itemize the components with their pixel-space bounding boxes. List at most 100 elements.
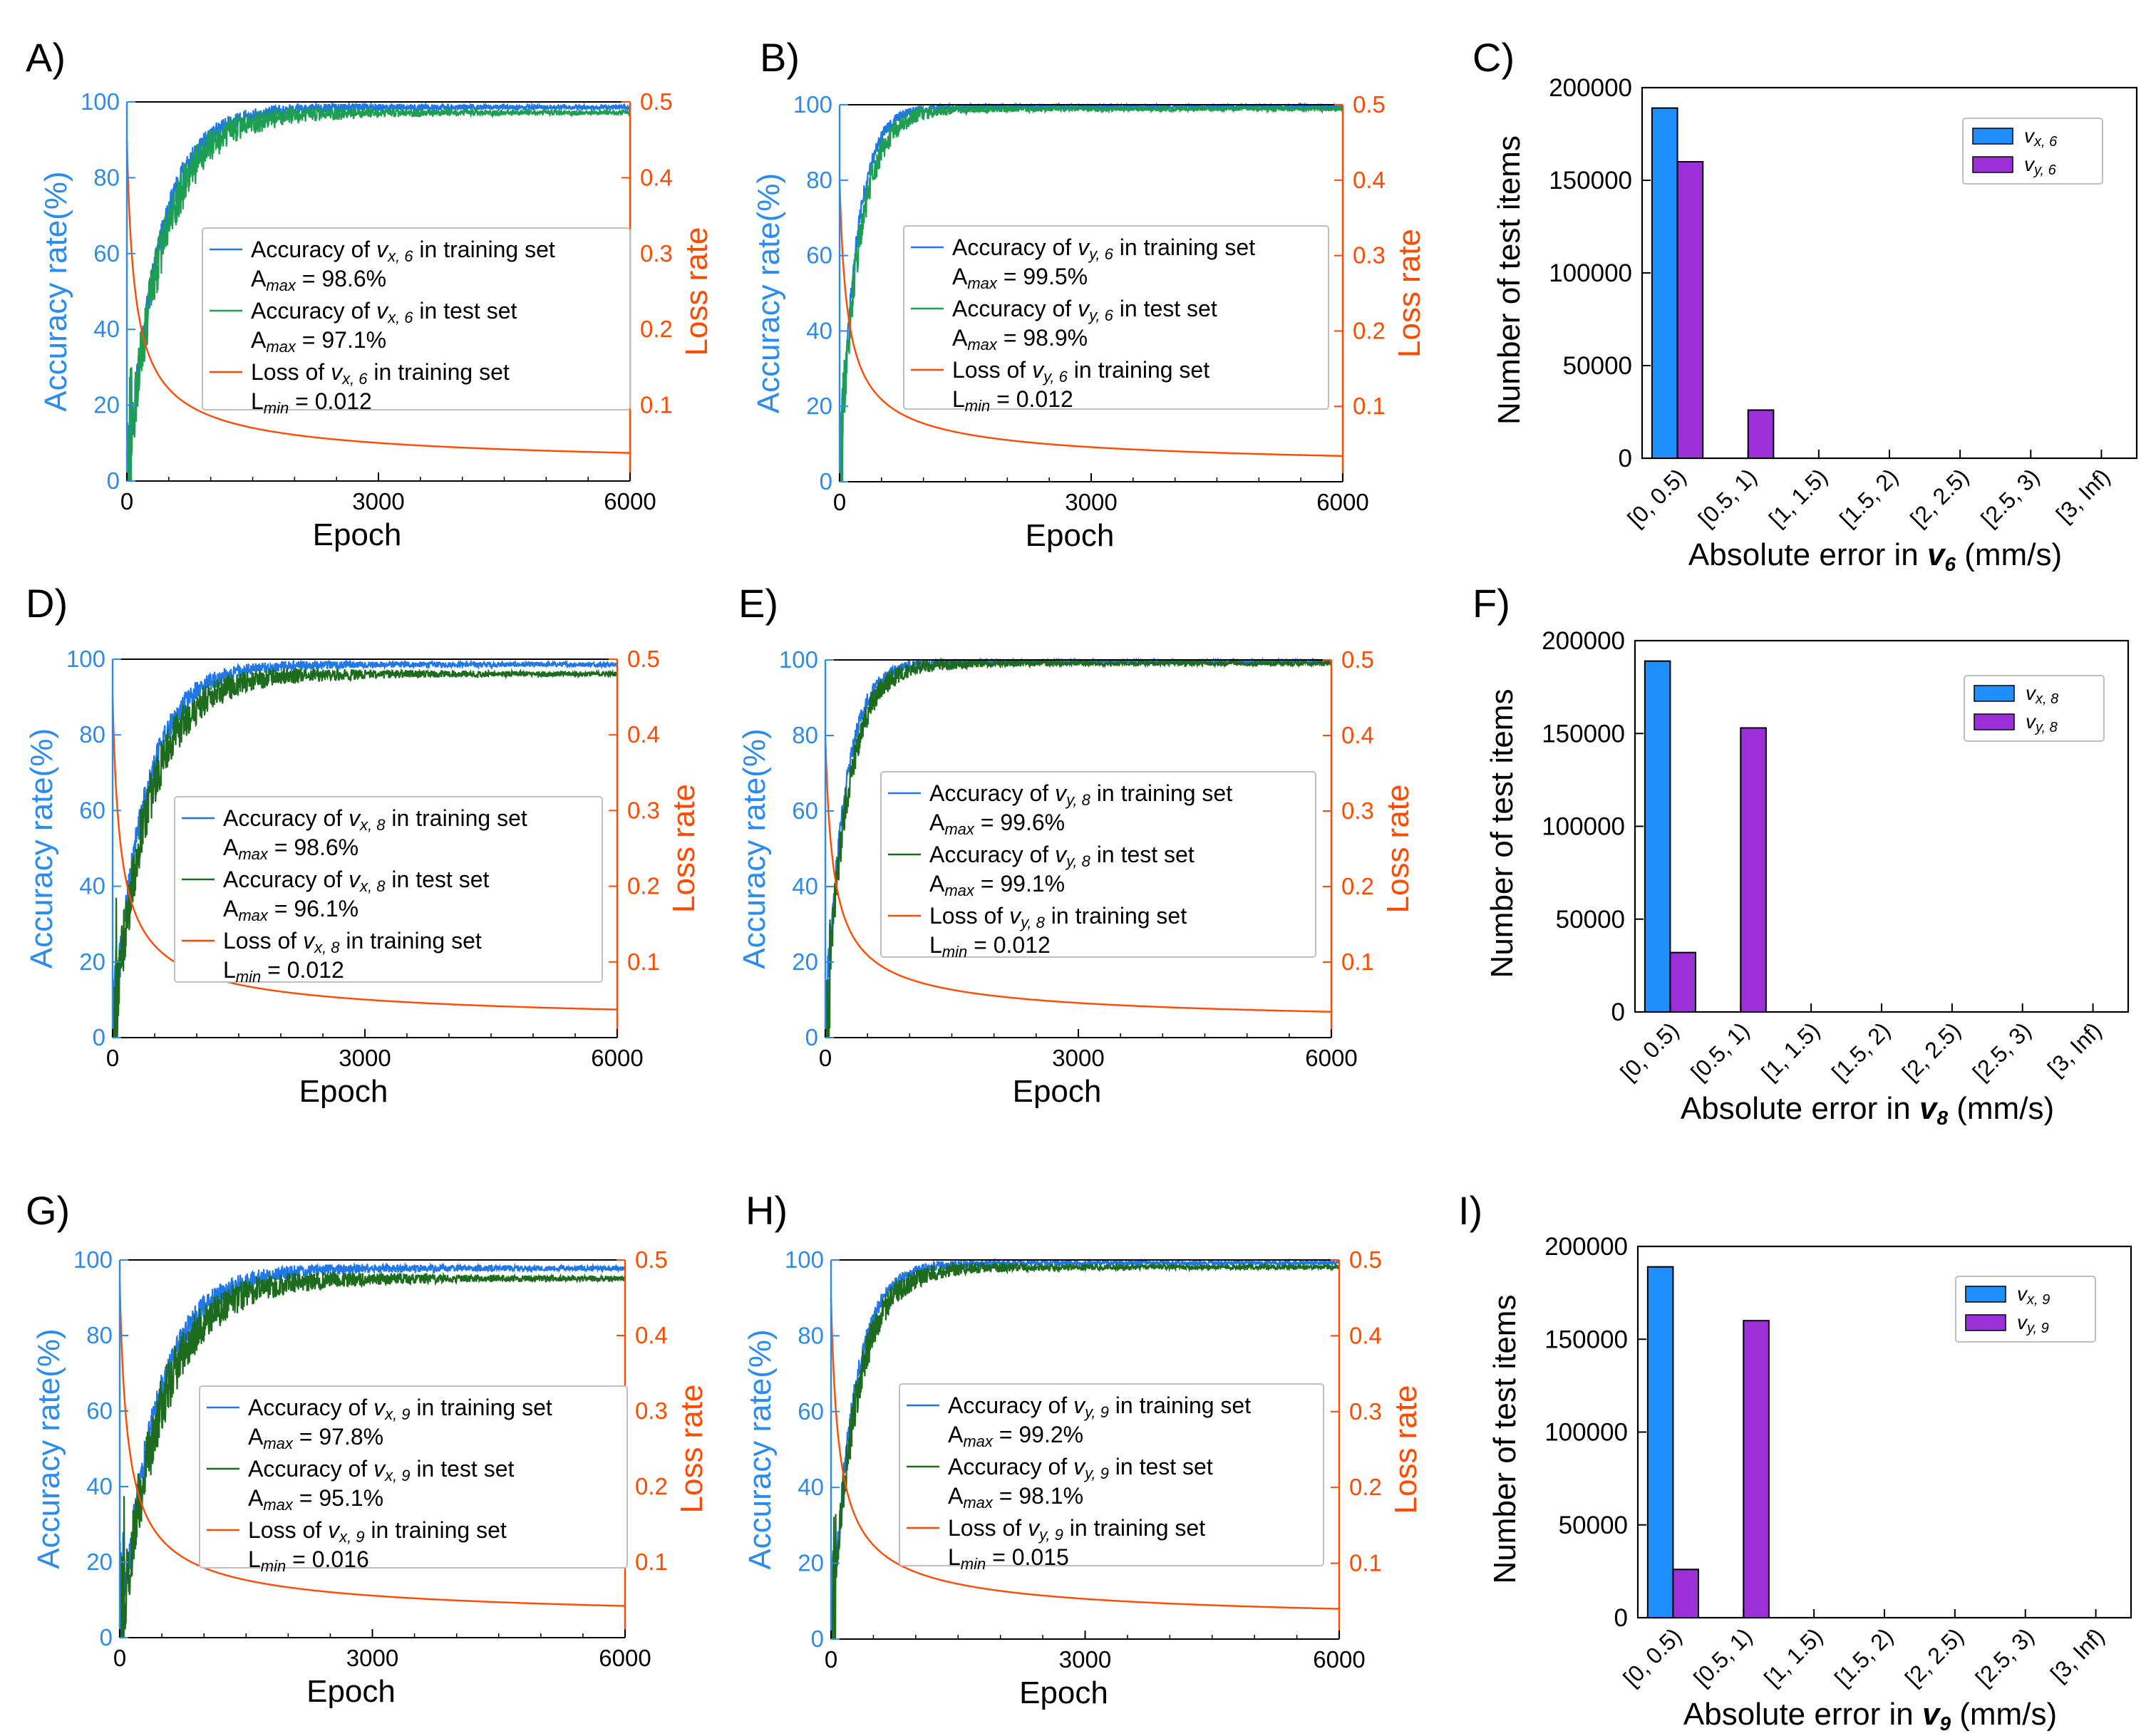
x-axis-title: Epoch [1026,518,1115,553]
text-span: in training set [413,237,555,262]
y-right-tick-label: 0.5 [627,646,660,672]
legend-stat-test: Amax = 95.1% [248,1485,383,1514]
text-span: A [251,327,267,353]
text-span: min [261,1557,286,1575]
legend-swatch-vx [1974,685,2015,702]
panel-G: G) 0 3000 6000 0 20 40 60 80 100 0.1 0.2 0.3 0.4 0.5 Ep… [26,1188,709,1709]
text-span: = 98.9% [997,325,1088,351]
text-span: Accuracy of [952,234,1078,260]
text-span: x, 8 [359,816,386,834]
legend-entry-train: Accuracy of vx, 9 in training set [248,1395,552,1423]
legend: vx, 6vy, 6 [1962,118,2103,185]
legend-entry-train: Accuracy of vy, 6 in training set [952,234,1255,263]
panel-label: F) [1472,581,1510,626]
text-span: Loss of [948,1515,1028,1541]
text-span: x, 9 [2026,1292,2050,1308]
x-tick-label: 3000 [339,1045,391,1071]
y-left-tick-label: 20 [79,949,105,975]
y-right-tick-label: 0.2 [635,1473,668,1499]
panel-label: C) [1472,35,1515,80]
train-loss-line [830,1298,1340,1610]
y-right-tick-label: 0.3 [1349,1398,1382,1425]
text-span: A [948,1483,964,1509]
text-span: min [942,943,967,961]
y-right-tick-label: 0.1 [1349,1550,1382,1576]
text-span: in training set [340,928,482,954]
x-tick-label: [1, 1.5) [1759,1623,1827,1691]
panel-F: F) 0 50000 100000 150000 200000 [0, 0.5) [0.5, … [1472,581,2130,1129]
text-span: y, 8 [1065,791,1091,809]
text-span: max [944,882,975,899]
text-span: x, 6 [2033,134,2058,150]
bar-vy [1740,727,1767,1013]
text-span: min [961,1555,986,1573]
legend-label: vy, 6 [2024,153,2057,178]
text-span: A [223,835,239,860]
y-right-axis-title: Loss rate [1381,785,1415,914]
text-span: max [967,274,998,292]
text-span: Accuracy of [929,842,1055,867]
train-accuracy-line [830,1257,1341,1641]
bar-vx [1644,660,1671,1013]
x-tick-label: 3000 [1052,1045,1104,1071]
legend-entry-loss: Loss of vy, 8 in training set [929,903,1187,931]
legend-label: vx, 9 [2017,1283,2050,1308]
x-axis-title: Epoch [299,1074,388,1109]
x-tick-label: 6000 [591,1045,643,1071]
text-span: max [263,1435,294,1452]
text-span: Accuracy of [929,780,1055,806]
text-span: max [238,906,269,924]
x-tick-label: [0.5, 1) [1693,463,1762,532]
text-span: Accuracy of [223,805,349,831]
text-span: v [349,805,361,831]
x-tick-label: [3, Inf) [2051,463,2115,527]
text-span: y, 6 [2033,162,2057,178]
y-left-axis-title: Accuracy rate(%) [743,1329,778,1569]
legend-entry-test: Accuracy of vx, 9 in test set [248,1456,514,1484]
text-span: v [2017,1311,2028,1333]
text-span: max [944,820,975,838]
x-axis-title: Absolute error in v6 (mm/s) [1688,537,2062,575]
x-tick-label: 6000 [1316,489,1368,515]
text-span: L [952,386,965,412]
text-span: Accuracy of [248,1456,373,1482]
test-accuracy-line [824,657,1333,1039]
text-span: = 0.012 [967,932,1051,958]
y-left-axis-title: Accuracy rate(%) [38,171,73,411]
legend: vx, 9vy, 9 [1955,1276,2096,1343]
y-left-tick-label: 100 [785,1246,824,1273]
x-tick-label: [0, 0.5) [1615,1017,1683,1085]
legend-stat-train: Amax = 98.6% [223,835,358,863]
y-tick-label: 100000 [1549,259,1632,287]
train-accuracy-line [119,1261,626,1639]
x-tick-label: [3, Inf) [2043,1017,2107,1081]
text-span: A [248,1485,264,1511]
legend-entry-loss: Loss of vx, 9 in training set [248,1517,507,1546]
text-span: v [2026,682,2037,704]
bar-vy [1676,161,1704,459]
panel-label: E) [738,581,778,626]
x-tick-label: [0.5, 1) [1686,1017,1754,1085]
legend-entry-train: Accuracy of vy, 8 in training set [929,780,1232,809]
legend-label: vy, 8 [2026,711,2058,735]
text-span: in training set [1109,1393,1251,1418]
text-span: y, 8 [2034,720,2058,735]
text-span: v [1032,357,1045,383]
legend-box [880,771,1316,958]
text-span: v [1073,1454,1086,1479]
text-span: v [1922,1697,1941,1732]
legend-stat-train: Amax = 97.8% [248,1424,383,1452]
text-span: x, 6 [387,309,413,326]
text-span: v [328,1517,341,1543]
y-tick-label: 200000 [1542,627,1625,655]
text-span: min [264,399,289,417]
x-tick-label: [1, 1.5) [1756,1017,1825,1085]
legend-box [899,1383,1324,1566]
text-span: v [1009,903,1022,929]
text-span: = 96.1% [268,896,358,921]
legend-entry-test: Accuracy of vx, 6 in test set [251,298,517,326]
y-left-tick-label: 80 [93,164,120,190]
y-right-tick-label: 0.4 [1349,1322,1382,1348]
